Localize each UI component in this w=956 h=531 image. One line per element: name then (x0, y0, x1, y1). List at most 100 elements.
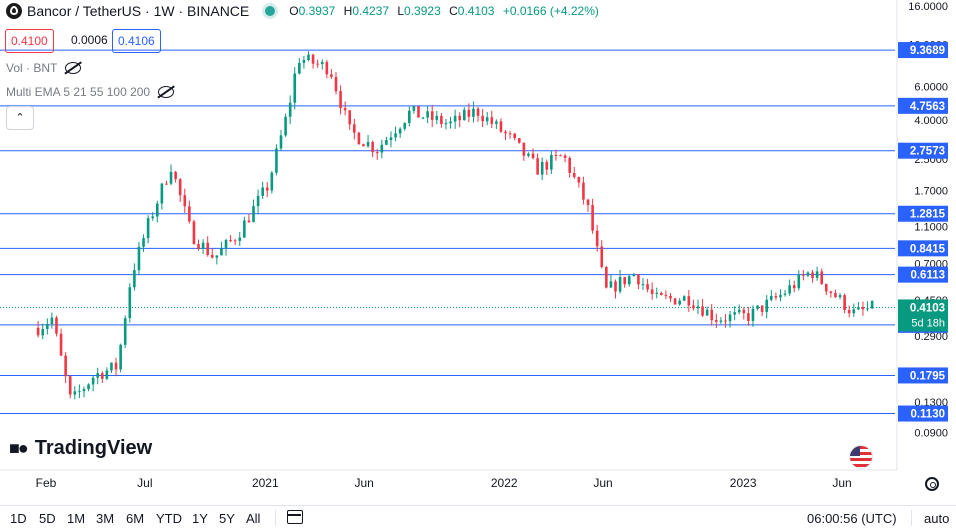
candle-body (133, 270, 136, 288)
price-tick-label: 16.0000 (908, 1, 948, 13)
candle-body (403, 122, 407, 129)
bottom-toolbar: 1D 5D 1M 3M 6M YTD 1Y 5Y All 06:00:56 (U… (0, 505, 956, 531)
candle-body (105, 370, 109, 379)
candle-body (275, 148, 278, 173)
range-all[interactable]: All (246, 511, 261, 526)
candle-body (811, 272, 814, 278)
candle-body (128, 287, 132, 319)
candle-body (339, 91, 342, 109)
range-6m[interactable]: 6M (126, 511, 145, 526)
sell-button[interactable]: 0.4100 (5, 29, 54, 53)
candle-body (495, 121, 498, 124)
candle-body (357, 132, 361, 145)
candle-body (426, 111, 429, 118)
candle-body (64, 355, 67, 377)
price-tick-label: 1.1000 (914, 221, 948, 233)
candle-body (311, 54, 315, 64)
candle-body (632, 274, 636, 277)
candle-body (119, 344, 122, 370)
candle-body (545, 161, 549, 170)
range-1m[interactable]: 1M (67, 511, 86, 526)
tradingview-logo[interactable]: ■● TradingView (9, 437, 152, 460)
volume-label: Vol · BNT (6, 61, 58, 75)
candle-body (87, 384, 90, 390)
range-5d[interactable]: 5D (39, 511, 56, 526)
candle-body (582, 182, 585, 200)
candle-body (783, 293, 787, 295)
candle-body (733, 312, 736, 315)
candle-body (261, 187, 264, 196)
price-chart[interactable]: 16.000010.00006.00004.00002.50001.70001.… (0, 0, 956, 505)
utc-clock[interactable]: 06:00:56 (UTC) (807, 511, 897, 526)
toolbar-divider (275, 510, 276, 526)
price-axis: 16.000010.00006.00004.00002.50001.70001.… (896, 0, 948, 470)
candle-body (829, 291, 833, 293)
candle-body (279, 135, 283, 149)
candle-body (201, 242, 205, 249)
candle-body (362, 144, 365, 147)
auto-scale-button[interactable]: auto (924, 511, 950, 526)
time-tick-label: Jun (832, 476, 851, 490)
candle-body (467, 109, 471, 117)
price-tick-label: 0.2900 (914, 331, 948, 343)
range-ytd[interactable]: YTD (156, 511, 182, 526)
time-tick-label: Jul (137, 476, 152, 490)
candle-body (843, 295, 846, 311)
candle-body (664, 295, 668, 297)
candle-body (385, 140, 388, 145)
candle-body (655, 292, 659, 294)
range-1d[interactable]: 1D (10, 511, 27, 526)
candle-body (728, 314, 732, 322)
candle-body (806, 272, 810, 276)
candle-body (802, 274, 805, 276)
range-5y[interactable]: 5Y (219, 511, 235, 526)
candle-body (160, 183, 164, 204)
ema-indicator[interactable]: Multi EMA 5 21 55 100 200 (6, 85, 175, 99)
candle-body (678, 300, 681, 305)
buy-button[interactable]: 0.4106 (112, 29, 161, 53)
candle-body (96, 373, 100, 378)
calendar-icon[interactable] (287, 510, 303, 524)
bancor-coin-icon (6, 3, 22, 19)
candle-body (838, 295, 842, 298)
candle-body (293, 73, 297, 103)
candle-body (220, 248, 223, 256)
candle-body (233, 240, 237, 242)
ohlc-values: O0.3937 H0.4237 L0.3923 C0.4103 +0.0166 … (289, 4, 599, 18)
candle-body (568, 157, 571, 173)
candle-body (797, 274, 801, 289)
symbol-title[interactable]: Bancor / TetherUS · 1W · BINANCE (27, 3, 250, 19)
range-1y[interactable]: 1Y (192, 511, 208, 526)
candle-body (609, 281, 613, 288)
candle-body (650, 289, 654, 294)
candle-body (343, 108, 347, 111)
time-tick-label: Jun (593, 476, 612, 490)
candle-body (270, 172, 274, 191)
settings-gear-icon[interactable] (925, 477, 939, 491)
candle-body (288, 102, 292, 117)
candle-body (472, 108, 475, 117)
candle-body (155, 203, 159, 217)
hidden-eye-icon[interactable] (65, 62, 82, 74)
candle-body (330, 74, 333, 77)
volume-indicator[interactable]: Vol · BNT (6, 61, 82, 75)
candle-body (572, 172, 576, 178)
candle-body (540, 161, 544, 175)
ema-label: Multi EMA 5 21 55 100 200 (6, 85, 151, 99)
candle-body (82, 389, 86, 392)
level-price-label: 9.3689 (910, 45, 945, 57)
candle-body (673, 298, 677, 305)
candle-body (192, 221, 196, 245)
candle-body (591, 204, 594, 231)
candle-body (870, 300, 874, 309)
time-tick-label: 2021 (252, 476, 279, 490)
range-3m[interactable]: 3M (96, 511, 115, 526)
candle-body (183, 195, 187, 207)
collapse-indicators-button[interactable]: ⌃ (6, 106, 34, 130)
level-price-tag (898, 405, 948, 422)
hidden-eye-icon[interactable] (158, 86, 175, 98)
candle-body (751, 308, 755, 321)
us-flag-icon[interactable] (849, 445, 873, 469)
level-price-tag (898, 266, 948, 283)
candle-body (462, 109, 466, 121)
